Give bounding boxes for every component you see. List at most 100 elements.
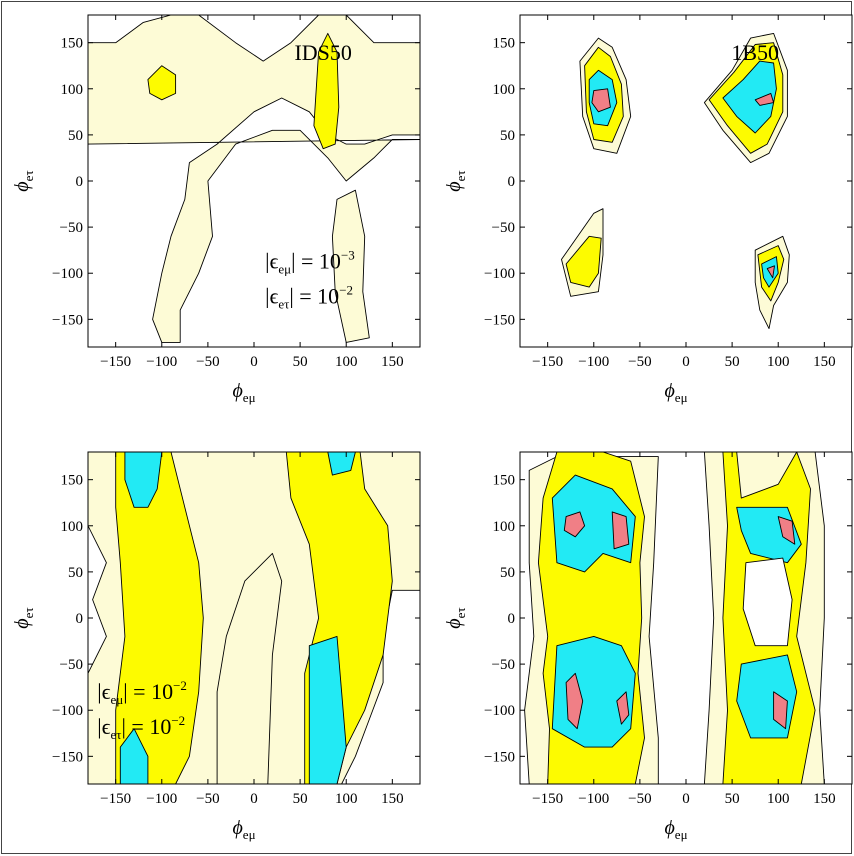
y-axis-label: ϕeτ <box>11 607 36 628</box>
x-tick-label: 50 <box>725 791 740 807</box>
contour-regions <box>88 15 420 343</box>
y-tick-label: 50 <box>68 128 83 144</box>
panel-label: IDS50 <box>294 40 351 65</box>
x-tick-label: −50 <box>196 354 219 370</box>
x-tick-label: 50 <box>725 354 740 370</box>
contour-region-level-4 <box>773 691 788 730</box>
y-axis-label: ϕeτ <box>11 170 36 191</box>
y-tick-label: 100 <box>493 519 516 535</box>
x-tick-label: 0 <box>682 354 690 370</box>
x-tick-label: 100 <box>767 791 790 807</box>
x-tick-label: −50 <box>628 791 651 807</box>
contour-region-level-4 <box>616 691 630 725</box>
x-axis-label: ϕeμ <box>664 380 687 405</box>
y-tick-label: 100 <box>61 519 84 535</box>
contour-region-level-2 <box>565 235 602 288</box>
contour-panel-top-left: −150 −100 −50 0 50 100 150 150 100 50 0 −50 −100 −150… <box>11 14 421 405</box>
contour-region-level-2 <box>313 32 340 150</box>
y-tick-label: −100 <box>484 703 515 719</box>
x-tick-label: −100 <box>146 354 177 370</box>
contour-panel-bottom-left: −150 −100 −50 0 50 100 150 150 100 50 0 −50 −100 −150… <box>11 451 421 842</box>
contour-regions <box>88 452 420 784</box>
x-tick-label: −150 <box>100 354 131 370</box>
x-tick-label: −50 <box>628 354 651 370</box>
contour-region-level-3 <box>308 635 347 784</box>
contour-region-level-4 <box>565 672 584 730</box>
y-tick-label: 100 <box>61 82 84 98</box>
y-tick-label: 150 <box>493 36 516 52</box>
x-tick-label: 0 <box>250 354 258 370</box>
y-tick-label: −150 <box>484 312 515 328</box>
y-tick-label: −100 <box>52 703 83 719</box>
contour-regions <box>524 452 825 784</box>
y-tick-label: 150 <box>493 473 516 489</box>
x-tick-label: 0 <box>250 791 258 807</box>
contour-region-level-2 <box>115 452 204 784</box>
x-tick-label: 150 <box>381 354 404 370</box>
y-tick-label: −150 <box>52 749 83 765</box>
contour-regions <box>561 32 790 330</box>
contour-region-level-3 <box>327 452 356 476</box>
plot-background <box>520 15 852 347</box>
y-tick-label: 150 <box>61 36 84 52</box>
y-tick-label: −100 <box>52 266 83 282</box>
x-axis-label: ϕeμ <box>232 380 255 405</box>
contour-region-level-3 <box>124 452 163 508</box>
contour-region-level-3 <box>119 728 149 784</box>
y-axis-label: ϕeτ <box>443 170 468 191</box>
y-tick-label: −150 <box>484 749 515 765</box>
x-tick-label: 150 <box>813 791 836 807</box>
contour-panel-bottom-right: −150 −100 −50 0 50 100 150 150 100 50 0 −50 −100 −150… <box>443 451 853 842</box>
contour-region-level-4 <box>591 88 611 113</box>
x-tick-label: −150 <box>532 354 563 370</box>
x-tick-label: −50 <box>196 791 219 807</box>
coupling-annotation: |ϵeτ| = 10−2 <box>97 713 185 742</box>
y-tick-label: −150 <box>52 312 83 328</box>
contour-region-level-4 <box>754 92 775 106</box>
x-tick-label: 150 <box>813 354 836 370</box>
x-tick-label: 100 <box>335 354 358 370</box>
coupling-annotation: |ϵeμ| = 10−3 <box>265 248 355 277</box>
x-tick-label: 50 <box>293 354 308 370</box>
coupling-annotation: |ϵeμ| = 10−2 <box>97 678 187 707</box>
x-axis-label: ϕeμ <box>664 817 687 842</box>
y-tick-label: −50 <box>492 220 515 236</box>
y-tick-label: 0 <box>508 174 516 190</box>
y-tick-label: −100 <box>484 266 515 282</box>
contour-region-level-0 <box>742 557 793 647</box>
x-tick-label: −100 <box>146 791 177 807</box>
y-tick-label: 50 <box>500 128 515 144</box>
x-tick-label: 50 <box>293 791 308 807</box>
contour-region-level-4 <box>563 511 586 538</box>
contour-panel-top-right: −150 −100 −50 0 50 100 150 150 100 50 0 −50 −100 −150… <box>443 14 853 405</box>
y-tick-label: −50 <box>60 657 83 673</box>
y-tick-label: 0 <box>76 174 84 190</box>
y-tick-label: 50 <box>68 565 83 581</box>
y-tick-label: −50 <box>492 657 515 673</box>
y-axis-label: ϕeτ <box>443 607 468 628</box>
contour-region-level-3 <box>736 654 798 739</box>
y-tick-label: −50 <box>60 220 83 236</box>
contour-region-level-3 <box>551 635 636 748</box>
x-axis-label: ϕeμ <box>232 817 255 842</box>
y-tick-label: 100 <box>493 82 516 98</box>
coupling-annotation: |ϵeτ| = 10−2 <box>265 283 353 312</box>
x-tick-label: −150 <box>532 791 563 807</box>
contour-region-level-4 <box>777 516 796 545</box>
x-tick-label: −100 <box>578 791 609 807</box>
y-tick-label: 150 <box>61 473 84 489</box>
y-tick-label: 50 <box>500 565 515 581</box>
contour-region-level-2 <box>147 65 177 101</box>
x-tick-label: 100 <box>767 354 790 370</box>
x-tick-label: 0 <box>682 791 690 807</box>
contour-region-level-4 <box>611 511 630 550</box>
x-tick-label: 150 <box>381 791 404 807</box>
x-tick-label: −100 <box>578 354 609 370</box>
x-tick-label: 100 <box>335 791 358 807</box>
contour-region-level-3 <box>722 60 777 134</box>
x-tick-label: −150 <box>100 791 131 807</box>
y-tick-label: 0 <box>76 611 84 627</box>
contour-region-level-4 <box>766 265 775 279</box>
